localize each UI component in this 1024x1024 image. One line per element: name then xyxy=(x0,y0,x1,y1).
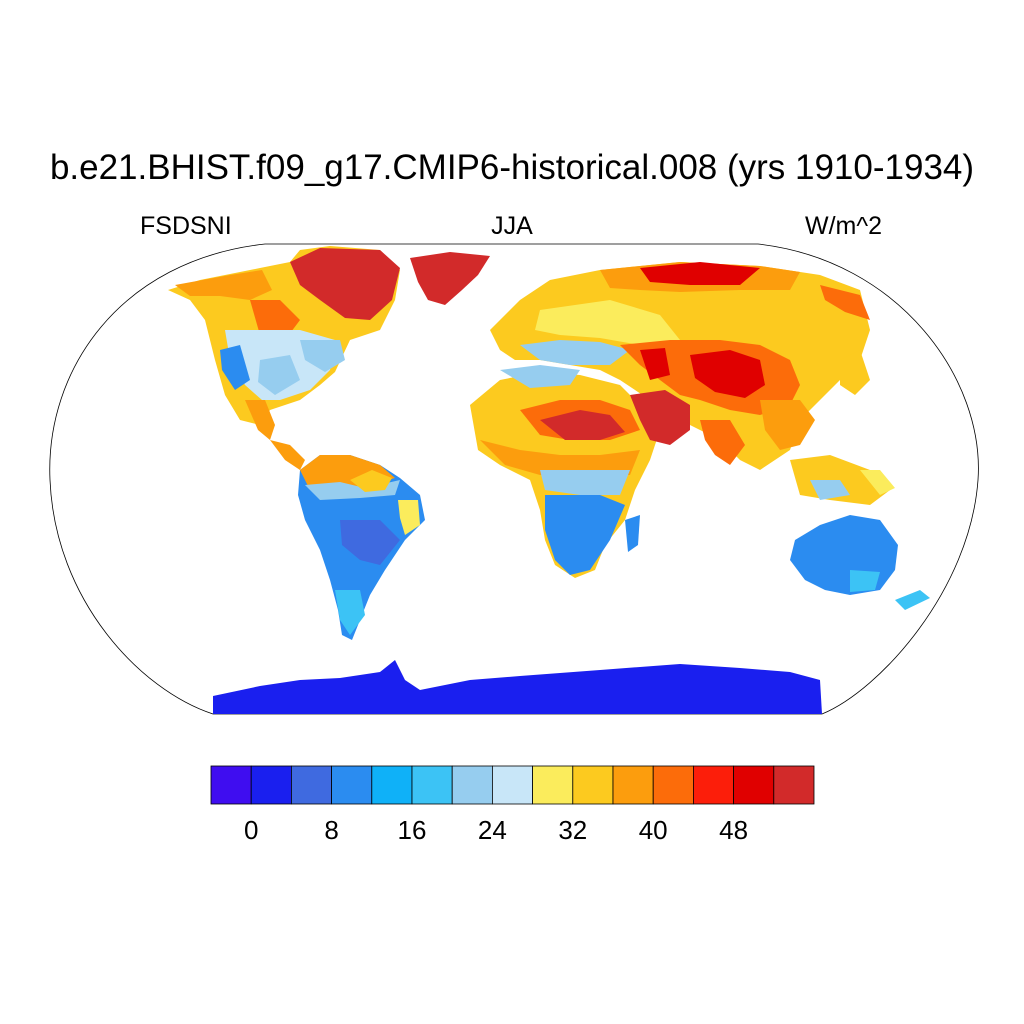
colorbar-tick-label: 0 xyxy=(243,815,259,845)
colorbar-tick-label: 32 xyxy=(558,815,588,845)
units-label: W/m^2 xyxy=(804,212,882,240)
variable-label: FSDSNI xyxy=(140,212,232,240)
colorbar-swatch xyxy=(411,765,453,805)
africa xyxy=(470,365,660,578)
colorbar-swatch xyxy=(331,765,373,805)
colorbar-tick-label: 24 xyxy=(477,815,507,845)
colorbar-tick-label: 8 xyxy=(324,815,339,845)
colorbar-swatch xyxy=(733,765,775,805)
colorbar-swatch xyxy=(491,765,533,805)
season-label: JJA xyxy=(491,212,533,240)
colorbar-swatch xyxy=(693,765,735,805)
colorbar-swatch xyxy=(371,765,413,805)
eurasia xyxy=(490,262,870,470)
colorbar-swatch xyxy=(250,765,292,805)
south-america xyxy=(298,455,425,640)
colorbar-swatch xyxy=(773,765,815,805)
colorbar-swatch xyxy=(652,765,694,805)
colorbar-swatch xyxy=(290,765,332,805)
colorbar-tick-label: 40 xyxy=(638,815,668,845)
colorbar-swatch xyxy=(532,765,574,805)
greenland xyxy=(410,252,490,305)
colorbar-swatch xyxy=(210,765,252,805)
colorbar-tick-label: 16 xyxy=(397,815,427,845)
colorbar-swatch xyxy=(612,765,654,805)
antarctica xyxy=(213,660,822,714)
southeast-asia xyxy=(790,455,895,505)
north-america xyxy=(168,246,400,470)
plot-title: b.e21.BHIST.f09_g17.CMIP6-historical.008… xyxy=(49,148,975,187)
colorbar-tick-label: 48 xyxy=(719,815,749,845)
colorbar-swatch xyxy=(572,765,614,805)
colorbar-swatch xyxy=(451,765,493,805)
arabian-peninsula xyxy=(630,390,690,445)
colorbar xyxy=(210,765,815,805)
australia xyxy=(790,515,930,610)
